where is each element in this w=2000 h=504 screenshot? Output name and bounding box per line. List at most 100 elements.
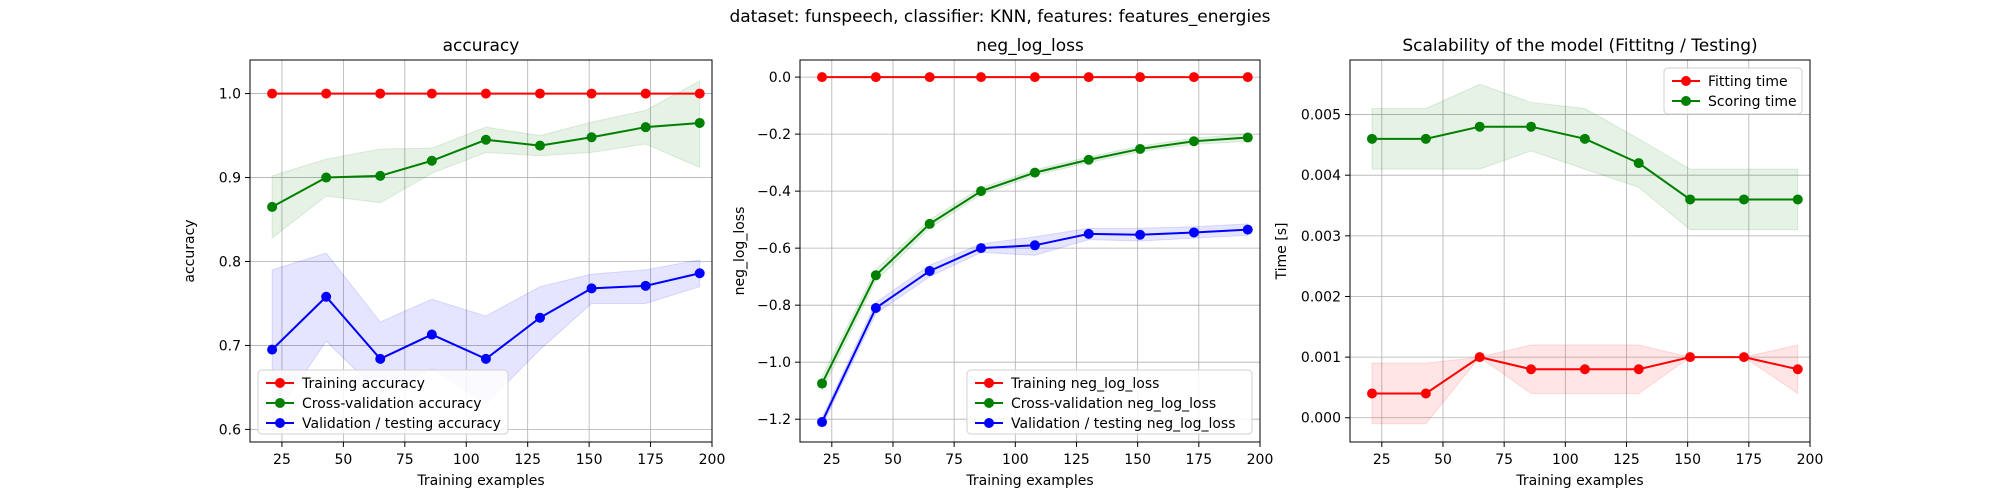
x-tick-label: 150 — [1674, 452, 1701, 468]
y-tick-label: 0.002 — [1301, 289, 1341, 305]
data-point — [1188, 72, 1199, 83]
x-axis-label: Training examples — [965, 473, 1093, 489]
data-point — [1083, 154, 1094, 165]
data-point — [1738, 352, 1749, 363]
data-point — [1579, 133, 1590, 144]
plot-frame — [1349, 59, 1811, 443]
data-point — [640, 88, 651, 99]
data-point — [924, 218, 935, 229]
y-tick-label: 0.0 — [769, 70, 791, 86]
data-point — [534, 88, 545, 99]
x-tick-label: 25 — [273, 452, 291, 468]
data-point — [924, 72, 935, 83]
data-point — [1367, 388, 1378, 399]
plot-frame — [249, 59, 713, 443]
data-point — [321, 172, 332, 183]
legend-box — [257, 369, 509, 435]
legend-marker — [275, 418, 285, 428]
x-tick-label: 50 — [1434, 452, 1452, 468]
data-point — [1633, 158, 1644, 169]
legend-marker — [984, 398, 994, 408]
x-tick-label: 200 — [1247, 452, 1274, 468]
data-point — [1526, 121, 1537, 132]
x-axis-label: Training examples — [416, 473, 544, 489]
x-tick-label: 150 — [576, 452, 603, 468]
legend-marker — [984, 418, 994, 428]
data-point — [1029, 167, 1040, 178]
data-point — [640, 280, 651, 291]
data-point — [817, 417, 828, 428]
data-point — [1188, 227, 1199, 238]
data-point — [534, 312, 545, 323]
data-point — [1083, 228, 1094, 239]
y-tick-label: −0.2 — [757, 127, 791, 143]
data-point — [1474, 352, 1485, 363]
data-point — [1135, 229, 1146, 240]
legend-marker — [1681, 96, 1691, 106]
data-point — [1526, 364, 1537, 375]
data-point — [321, 291, 332, 302]
data-point — [694, 88, 705, 99]
data-point — [480, 353, 491, 364]
legend-marker — [1681, 76, 1691, 86]
data-point — [1792, 364, 1803, 375]
x-tick-label: 175 — [1185, 452, 1212, 468]
data-point — [817, 378, 828, 389]
y-tick-label: −0.4 — [757, 184, 791, 200]
data-point — [1135, 72, 1146, 83]
data-point — [267, 88, 278, 99]
data-point — [870, 72, 881, 83]
legend-label: Cross-validation neg_log_loss — [1011, 396, 1216, 412]
y-tick-label: 0.8 — [219, 254, 241, 270]
x-tick-label: 25 — [1373, 452, 1391, 468]
legend-box — [1663, 67, 1803, 115]
data-point — [1135, 143, 1146, 154]
chart-title: neg_log_loss — [976, 36, 1084, 56]
data-point — [480, 88, 491, 99]
y-tick-label: −0.8 — [757, 298, 791, 314]
y-tick-label: 1.0 — [219, 87, 241, 103]
chart-3: 25 50 75 100 125 150 175 200 0.000 0.001 0.002 0.00… — [1274, 36, 1823, 489]
x-tick-label: 175 — [637, 452, 664, 468]
data-point — [694, 268, 705, 279]
legend-label: Validation / testing neg_log_loss — [1011, 416, 1236, 432]
data-point — [534, 140, 545, 151]
data-point — [870, 270, 881, 281]
data-point — [1685, 352, 1696, 363]
x-tick-label: 75 — [945, 452, 963, 468]
y-tick-label: 0.005 — [1301, 108, 1341, 124]
data-point — [1242, 224, 1253, 235]
data-point — [1579, 364, 1590, 375]
y-tick-label: 0.004 — [1301, 168, 1341, 184]
legend-marker — [275, 378, 285, 388]
data-point — [375, 170, 386, 181]
y-tick-label: 0.001 — [1301, 350, 1341, 366]
chart-title: accuracy — [443, 36, 520, 56]
data-point — [640, 122, 651, 133]
data-point — [586, 283, 597, 294]
data-point — [1242, 72, 1253, 83]
data-point — [586, 88, 597, 99]
data-point — [267, 201, 278, 212]
y-tick-label: 0.000 — [1301, 411, 1341, 427]
x-tick-label: 150 — [1124, 452, 1151, 468]
x-tick-label: 125 — [514, 452, 541, 468]
legend-label: Cross-validation accuracy — [302, 396, 482, 412]
data-point — [426, 155, 437, 166]
y-tick-label: 0.7 — [219, 338, 241, 354]
data-point — [1029, 72, 1040, 83]
confidence-band — [1371, 83, 1799, 231]
data-point — [976, 243, 987, 254]
data-point — [1242, 132, 1253, 143]
data-point — [817, 72, 828, 83]
data-point — [976, 72, 987, 83]
data-point — [1738, 194, 1749, 205]
x-tick-label: 100 — [1552, 452, 1579, 468]
x-tick-label: 75 — [396, 452, 414, 468]
confidence-band — [271, 80, 701, 240]
legend-label: Training accuracy — [301, 376, 425, 392]
data-point — [1367, 133, 1378, 144]
data-point — [426, 88, 437, 99]
